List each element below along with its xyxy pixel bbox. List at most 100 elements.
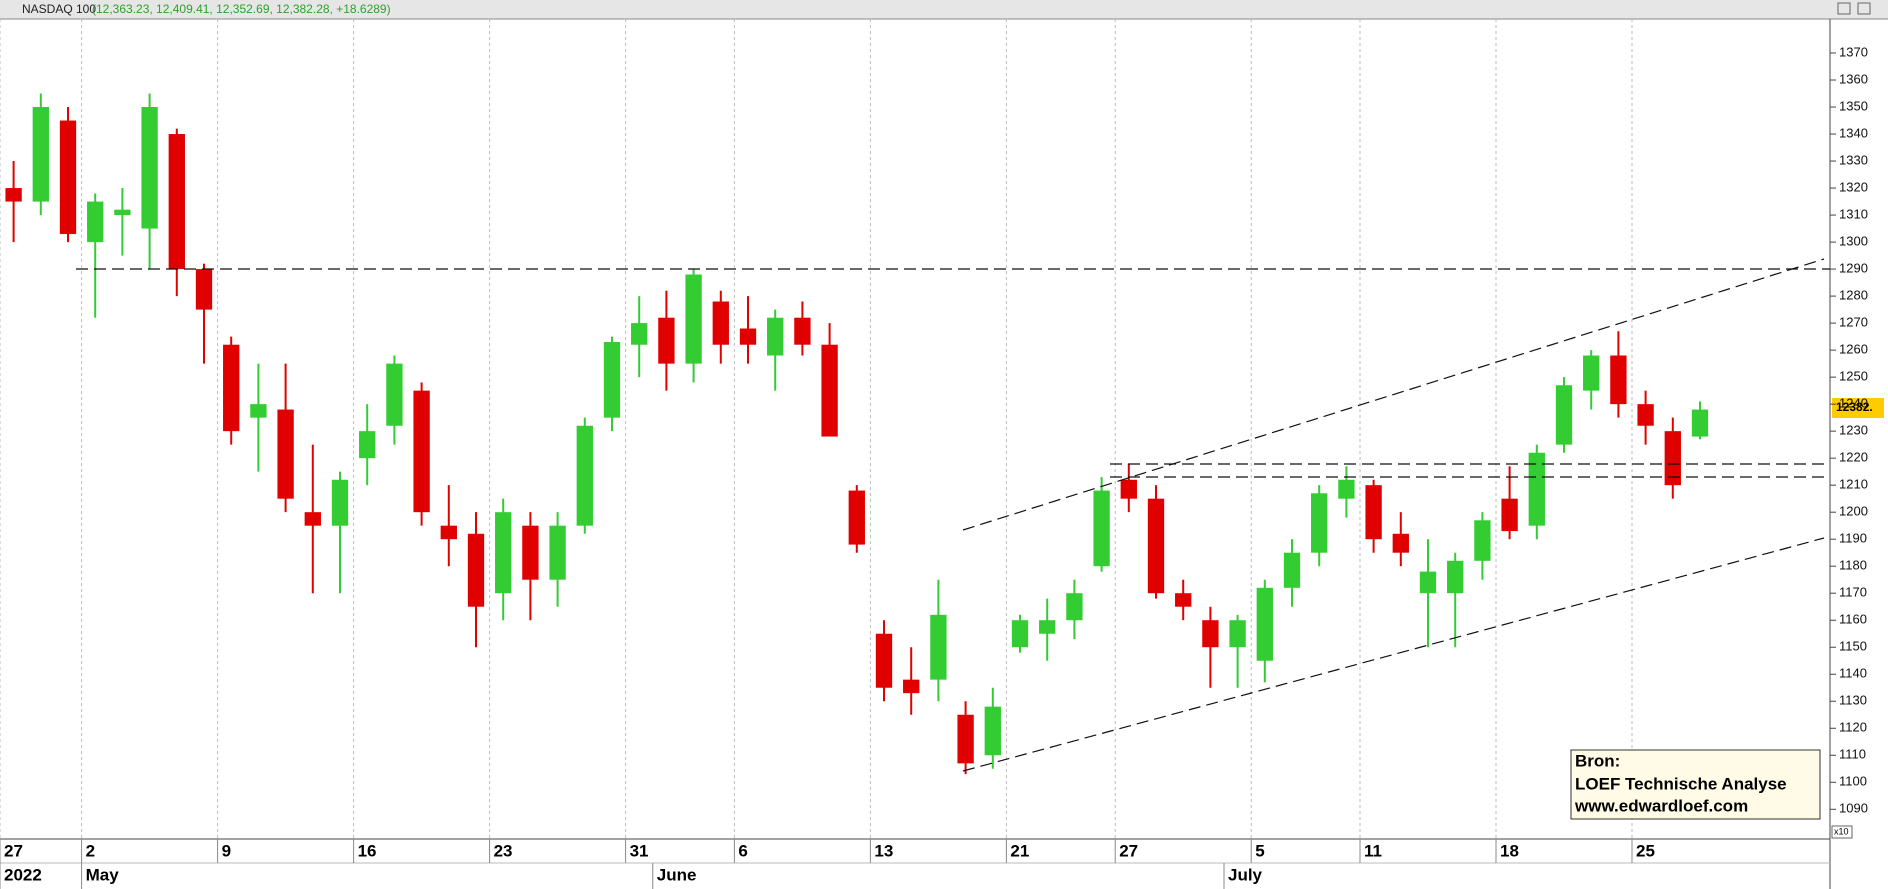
candle-body xyxy=(1311,493,1328,553)
last-price-tag xyxy=(1832,398,1884,418)
candle-body xyxy=(1338,479,1355,499)
y-tick-label: 1300 xyxy=(1839,234,1868,249)
candle-body xyxy=(1447,560,1464,594)
candle-body xyxy=(1147,498,1165,594)
candle-body xyxy=(467,533,485,607)
y-tick-label: 1210 xyxy=(1839,477,1868,492)
candle-body xyxy=(603,342,621,418)
candle-body xyxy=(984,706,1001,756)
candle-body xyxy=(794,317,811,345)
y-tick-label: 1240 xyxy=(1839,396,1868,411)
candle-body xyxy=(712,301,729,345)
y-tick-label: 1370 xyxy=(1839,44,1868,59)
y-tick-label: 1260 xyxy=(1839,342,1868,357)
candle-body xyxy=(848,490,865,545)
y-tick-label: 1250 xyxy=(1839,369,1868,384)
title-bar xyxy=(0,0,1888,19)
candle-body xyxy=(1365,485,1382,540)
y-tick-label: 1320 xyxy=(1839,179,1868,194)
y-tick-label: 1140 xyxy=(1839,666,1867,681)
candle-body xyxy=(1664,431,1681,486)
y-tick-label: 1170 xyxy=(1839,585,1867,600)
source-box xyxy=(1570,749,1821,820)
candle-body xyxy=(59,120,77,234)
candle-body xyxy=(87,201,104,243)
candle-body xyxy=(1039,620,1056,634)
marks xyxy=(0,19,1709,839)
candle-body xyxy=(1528,452,1545,526)
candle-body xyxy=(304,512,321,526)
y-tick-label: 1130 xyxy=(1839,693,1867,708)
y-tick-label: 1270 xyxy=(1839,315,1868,330)
candle-body xyxy=(495,512,512,594)
y-tick-label: 1150 xyxy=(1839,639,1867,654)
y-tick-label: 1340 xyxy=(1839,125,1868,140)
candle-body xyxy=(522,525,539,580)
candle-body xyxy=(1202,620,1219,648)
y-tick-label: 1190 xyxy=(1839,531,1867,546)
y-tick-label: 1230 xyxy=(1839,423,1868,438)
candle-body xyxy=(168,134,185,270)
x-tick-label: 25 xyxy=(1636,841,1655,860)
candle-body xyxy=(1066,593,1083,621)
month-label: June xyxy=(657,865,697,884)
candle-body xyxy=(631,323,648,345)
candle-body xyxy=(1175,593,1192,607)
candle-body xyxy=(658,317,675,364)
candle-body xyxy=(1474,520,1491,561)
x-tick-label: 5 xyxy=(1255,841,1264,860)
chart-title: NASDAQ 100 xyxy=(22,2,96,16)
candle-body xyxy=(1229,620,1246,648)
candle-body xyxy=(141,107,158,229)
source-line: Bron: xyxy=(1575,751,1620,770)
y-tick-label: 1360 xyxy=(1839,71,1868,86)
y-tick-label: 1100 xyxy=(1839,774,1867,789)
y-tick-label: 1090 xyxy=(1839,801,1868,816)
y-tick-label: 1280 xyxy=(1839,288,1868,303)
y-tick-label: 1220 xyxy=(1839,450,1868,465)
x-tick-label: 6 xyxy=(738,841,747,860)
candle-body xyxy=(767,317,784,356)
x-tick-label: 27 xyxy=(4,841,23,860)
x-tick-label: 31 xyxy=(630,841,649,860)
channel-upper xyxy=(962,258,1825,531)
y-tick-label: 1160 xyxy=(1839,612,1867,627)
candle-body xyxy=(1419,571,1437,594)
candle-body xyxy=(1283,552,1301,588)
candle-body xyxy=(1637,404,1654,426)
candle-body xyxy=(195,269,213,310)
candle-body xyxy=(1392,533,1409,553)
window-button[interactable] xyxy=(1837,2,1851,15)
y-tick-label: 1110 xyxy=(1839,747,1866,762)
source-line: www.edwardloef.com xyxy=(1574,796,1748,815)
x-tick-label: 2 xyxy=(86,841,95,860)
y-tick-label: 1290 xyxy=(1839,261,1868,276)
candle-body xyxy=(685,274,702,364)
candle-body xyxy=(1120,479,1137,499)
x-tick-label: 18 xyxy=(1500,841,1519,860)
candle-body xyxy=(875,633,893,688)
x-tick-label: 16 xyxy=(358,841,377,860)
candle-body xyxy=(930,614,947,680)
candle-body xyxy=(903,679,920,694)
last-price-label: 12382. xyxy=(1836,400,1873,414)
scale-note: x10 xyxy=(1834,826,1849,836)
candle-body xyxy=(331,479,349,526)
close-button[interactable] xyxy=(1857,2,1871,15)
y-tick-label: 1200 xyxy=(1839,504,1868,519)
candle-body xyxy=(1555,385,1573,445)
candle-body xyxy=(1256,587,1273,661)
channel-lower xyxy=(962,537,1825,772)
candle-body xyxy=(440,525,457,540)
month-label: May xyxy=(86,865,120,884)
x-tick-label: 23 xyxy=(494,841,513,860)
x-tick-label: 13 xyxy=(874,841,893,860)
candle-body xyxy=(223,344,240,432)
candle-body xyxy=(413,390,430,513)
y-tick-label: 1120 xyxy=(1839,720,1867,735)
x-tick-label: 11 xyxy=(1364,841,1382,860)
candle-body xyxy=(576,425,593,526)
x-tick-label: 9 xyxy=(222,841,231,860)
